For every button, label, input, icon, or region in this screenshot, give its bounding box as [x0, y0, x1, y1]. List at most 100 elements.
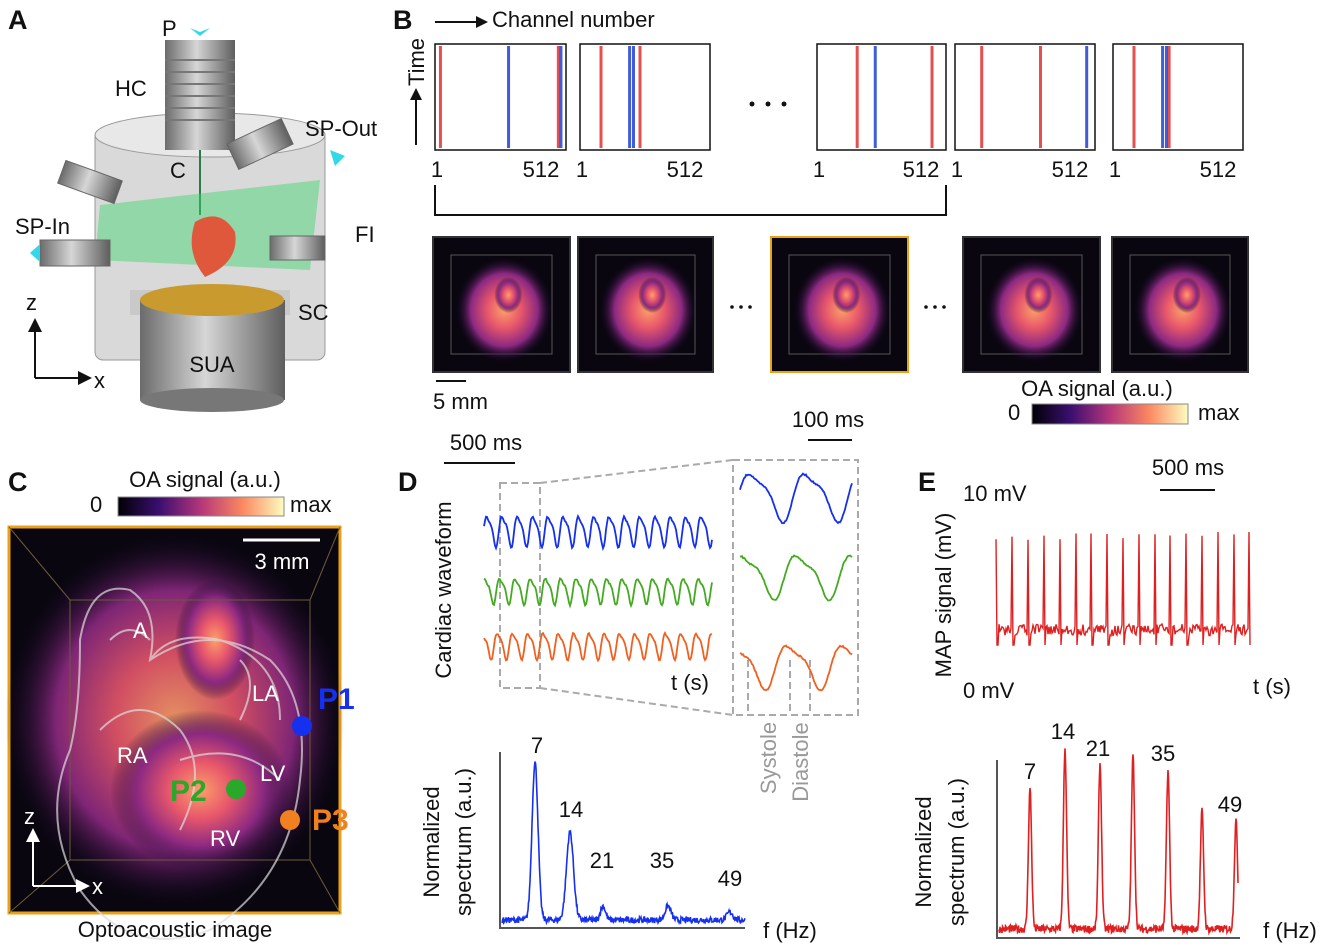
heart-blob — [638, 277, 667, 313]
sinogram — [816, 43, 947, 151]
spectrum — [501, 761, 746, 926]
signal-trace — [559, 46, 563, 148]
colorbar — [117, 496, 285, 517]
colorbar-max: max — [1198, 400, 1240, 425]
panel-label: A — [8, 5, 28, 35]
x-tick-label: 1 — [951, 157, 963, 182]
axis-title: t (s) — [1253, 674, 1291, 699]
part-label: SP-In — [15, 214, 70, 239]
x-tick-label: 1 — [576, 157, 588, 182]
heart-blob — [832, 277, 861, 313]
peak-label: 14 — [1051, 719, 1075, 744]
axis-title: t (s) — [671, 670, 709, 695]
panel-label: D — [398, 467, 418, 497]
axis-value: 0 mV — [963, 678, 1015, 703]
scale-bar-label: 500 ms — [1152, 455, 1224, 480]
image-row — [432, 236, 1249, 373]
axis-title: Channel number — [492, 7, 655, 32]
bracket — [434, 185, 947, 216]
part-label: HC — [115, 76, 147, 101]
axis-label: z — [24, 804, 35, 829]
part-label: SUA — [189, 352, 235, 377]
part-label: SP-Out — [305, 116, 377, 141]
part-label: P — [162, 16, 177, 41]
zoom-box — [499, 459, 859, 716]
signal-trace — [632, 46, 635, 148]
peak-label: 35 — [650, 848, 674, 873]
axis-title: Normalized — [911, 796, 936, 907]
signal-trace — [1161, 46, 1165, 148]
apparatus — [28, 28, 345, 412]
colorbar-min: 0 — [90, 492, 102, 517]
axis-title: Time — [404, 38, 429, 86]
axis-title: f (Hz) — [763, 918, 817, 943]
point-label: P2 — [170, 775, 207, 808]
waveform — [739, 644, 853, 692]
colorbar-min: 0 — [1008, 400, 1020, 425]
region-label: LV — [260, 761, 286, 786]
peak-label: 21 — [590, 848, 614, 873]
axis-title: spectrum (a.u.) — [451, 768, 476, 916]
caption: Optoacoustic image — [78, 917, 272, 942]
point-label: P3 — [312, 804, 349, 837]
signal-trace — [556, 46, 560, 148]
scale-bar-label: 100 ms — [792, 407, 864, 432]
axis-label: z — [26, 290, 37, 315]
x-tick-label: 512 — [903, 157, 940, 182]
ellipsis — [730, 305, 946, 309]
signal-trace — [980, 46, 984, 148]
waveform — [483, 577, 713, 609]
axis-title: Normalized — [419, 786, 444, 897]
heart-blob — [494, 277, 523, 313]
signal-trace — [638, 46, 642, 148]
peak-label: 7 — [1024, 759, 1036, 784]
phase-label: Diastole — [788, 722, 813, 801]
peak-label: 49 — [1218, 792, 1242, 817]
map-signal — [995, 531, 1251, 646]
x-tick-label: 512 — [523, 157, 560, 182]
x-tick-label: 512 — [667, 157, 704, 182]
signal-trace — [855, 46, 859, 148]
panel-label: B — [393, 5, 413, 35]
region-label: LA — [252, 681, 279, 706]
scale-bar-label: 3 mm — [255, 549, 310, 574]
axis-label: x — [92, 874, 103, 899]
peak-label: 21 — [1086, 736, 1110, 761]
panel-label: E — [918, 467, 936, 497]
axis-value: 10 mV — [963, 481, 1027, 506]
signal-trace — [1165, 46, 1168, 148]
axis-title: Cardiac waveform — [431, 501, 456, 678]
part-label: FI — [355, 222, 375, 247]
axis-label: x — [94, 368, 105, 393]
point-label: P1 — [318, 683, 355, 716]
part-label: C — [170, 158, 186, 183]
region-label: RA — [117, 743, 148, 768]
peak-label: 7 — [531, 733, 543, 758]
spectrum — [998, 748, 1239, 936]
heart-image — [5, 525, 345, 940]
signal-trace — [1132, 46, 1136, 148]
heart-blob — [1172, 277, 1201, 313]
peak-label: 35 — [1151, 741, 1175, 766]
part-label: SC — [298, 300, 329, 325]
axis-title: MAP signal (mV) — [931, 513, 956, 678]
signal-trace — [1085, 46, 1089, 148]
heart-blob — [1024, 277, 1053, 313]
region-label: RV — [210, 826, 240, 851]
scale-bar-label: 500 ms — [450, 430, 522, 455]
waveform — [483, 630, 713, 663]
signal-trace — [507, 46, 511, 148]
colorbar-title: OA signal (a.u.) — [1021, 376, 1173, 401]
panel-label: C — [8, 467, 28, 497]
sinogram — [954, 43, 1096, 151]
signal-trace — [1039, 46, 1042, 148]
sinogram-row: 1 512 1 512 1 512 1 512 1 512 — [431, 43, 1244, 182]
signal-trace — [599, 46, 603, 148]
waveform — [739, 554, 853, 602]
x-tick-label: 1 — [813, 157, 825, 182]
signal-trace — [628, 46, 632, 148]
signal-trace — [438, 46, 442, 148]
waveforms — [483, 472, 853, 692]
x-tick-label: 1 — [1109, 157, 1121, 182]
